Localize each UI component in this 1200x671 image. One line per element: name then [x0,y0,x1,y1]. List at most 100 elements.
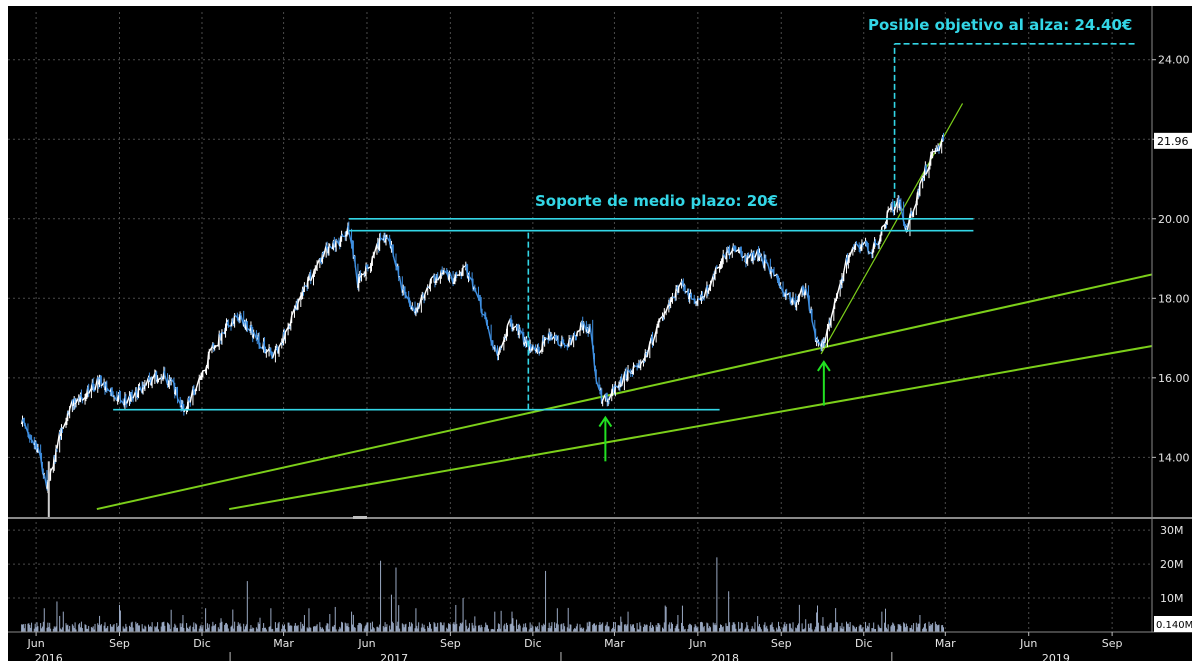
price-segment [922,171,926,179]
year-label: 2019 [1042,652,1070,661]
price-segment [390,244,394,249]
month-tick-label: Mar [273,637,294,650]
price-segment [485,323,489,327]
price-segment [277,346,280,354]
price-segment [803,292,806,295]
price-segment [204,366,208,371]
annotation-overlays [113,43,1137,462]
price-segment [297,295,302,303]
price-segment [716,266,720,269]
price-segment [484,315,487,318]
price-segment [480,311,483,315]
price-tick-label: 24.00 [1158,54,1190,67]
price-segment [626,369,629,380]
price-segment [94,376,99,391]
price-segment [835,293,839,298]
month-tick-label: Dic [524,637,542,650]
price-segment [455,272,458,276]
price-segment [224,322,228,328]
price-segment [250,325,253,330]
price-segment [270,352,273,357]
price-segment [878,238,881,243]
price-segment [258,344,261,348]
price-segment [420,295,423,298]
price-segment [290,315,293,322]
price-segment [74,402,77,405]
price-segment [23,422,26,426]
price-segment [441,272,444,275]
price-segment [397,266,400,278]
price-segment [106,387,109,390]
price-segment [264,351,267,354]
last-price-tag [1154,132,1192,149]
price-segment [452,282,455,285]
price-segment [474,289,477,292]
price-segment [22,421,25,424]
price-segment [40,463,44,472]
price-segment [859,246,862,250]
price-segment [423,293,426,299]
price-segment [602,394,607,401]
price-segment [678,281,683,288]
price-segment [928,162,931,168]
price-segment [790,299,793,303]
price-segment [530,348,533,351]
price-segment [130,392,133,399]
price-volume-chart: 14.0016.0018.0020.0022.0024.0021.9610M20… [8,6,1192,661]
price-segment [287,325,290,328]
price-segment [589,324,594,347]
price-segment [167,383,169,386]
price-segment [201,370,204,374]
price-segment [848,254,851,257]
price-segment [372,253,375,257]
price-segment [30,439,35,446]
axes: 14.0016.0018.0020.0022.0024.0021.9610M20… [8,6,1192,661]
price-segment [62,421,67,428]
price-segment [563,343,566,346]
price-segment [113,395,118,401]
price-segment [443,269,448,274]
price-segment [230,321,233,327]
month-tick-label: Jun [357,637,375,650]
price-segment [871,251,874,254]
price-segment [202,369,206,372]
price-segment [344,234,347,237]
price-segment [938,140,943,152]
price-segment [175,387,178,390]
price-segment [327,246,330,254]
price-segment [595,380,600,390]
price-segment [117,393,121,396]
price-segment [50,466,54,472]
price-segment [428,280,432,287]
price-segment [68,409,71,415]
price-segment [269,347,272,354]
price-segment [448,272,451,275]
price-segment [824,328,829,344]
price-segment [24,424,29,434]
price-segment [461,267,464,273]
price-segment [621,373,626,387]
price-segment [175,389,179,399]
price-segment [156,379,159,382]
price-segment [200,372,203,376]
month-tick-label: Dic [193,637,211,650]
price-segment [651,340,655,345]
price-segment [136,388,140,398]
price-segment [170,378,175,384]
price-segment [886,210,889,213]
price-segment [339,237,342,247]
price-segment [161,377,164,380]
price-segment [124,396,127,402]
price-segment [312,268,316,274]
price-segment [657,320,660,326]
price-segment [302,285,306,293]
price-segment [490,341,493,345]
price-segment [505,325,509,333]
price-segment [437,275,441,281]
price-segment [893,209,896,212]
price-segment [119,399,124,404]
price-segment [887,207,892,211]
price-segment [608,392,613,401]
price-segment [220,332,223,341]
price-segment [238,314,241,321]
